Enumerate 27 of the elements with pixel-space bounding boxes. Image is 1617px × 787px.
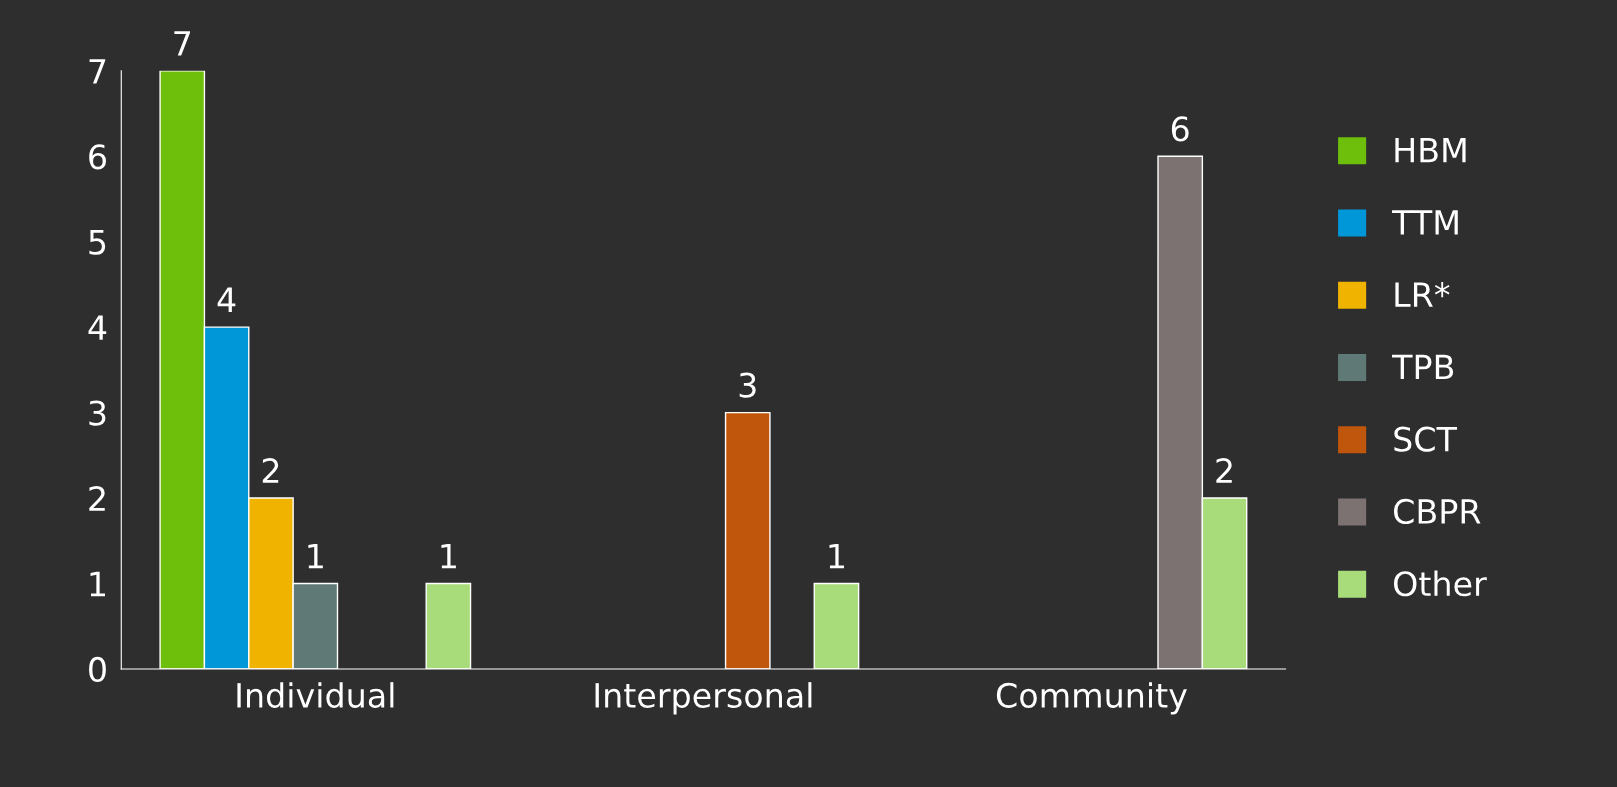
- legend-label: LR*: [1395, 282, 1450, 307]
- y-tick-label: 1: [90, 571, 105, 597]
- x-tick-label: Interpersonal: [595, 682, 812, 715]
- data-label: 2: [1216, 458, 1232, 483]
- data-label: 1: [829, 543, 844, 569]
- data-label: 1: [308, 543, 323, 569]
- data-label: 3: [739, 372, 756, 398]
- data-label: 6: [1171, 116, 1189, 142]
- data-label: 1: [441, 543, 456, 569]
- legend-label: HBM: [1395, 138, 1466, 163]
- legend-label: Other: [1394, 570, 1487, 597]
- y-tick-label: 4: [88, 315, 107, 340]
- y-tick-label: 5: [89, 230, 106, 255]
- legend-label: CBPR: [1394, 498, 1481, 525]
- legend-label: TTM: [1392, 210, 1458, 235]
- y-tick-label: 0: [89, 656, 106, 683]
- x-tick-label: Community: [996, 682, 1187, 715]
- y-tick-label: 2: [89, 485, 105, 511]
- data-label: 4: [217, 287, 236, 312]
- y-tick-label: 7: [89, 59, 106, 84]
- legend-label: SCT: [1394, 426, 1458, 452]
- y-tick-label: 6: [89, 144, 106, 170]
- data-label: 7: [174, 31, 191, 56]
- y-tick-label: 3: [89, 400, 106, 426]
- data-label: 2: [262, 458, 279, 483]
- legend-label: TPB: [1392, 354, 1454, 380]
- x-tick-label: Individual: [237, 682, 394, 708]
